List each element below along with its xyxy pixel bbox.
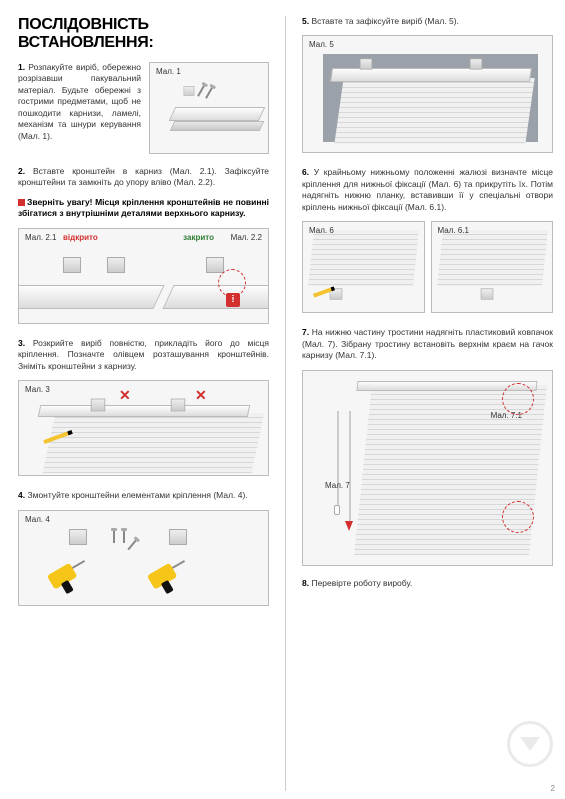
step-3-text: 3. Розкрийте виріб повністю, прикладіть … [18,338,269,372]
figure-7-label: Мал. 7 [325,481,350,490]
figure-5: Мал. 5 [302,35,553,153]
x-mark-icon: ✕ [119,387,131,404]
figure-1-label: Мал. 1 [156,67,181,76]
right-column: 5. Вставте та зафіксуйте виріб (Мал. 5).… [302,16,553,791]
step-1-text: 1. Розпакуйте виріб, обережно розрізавши… [18,62,141,154]
step-6-text: 6. У крайньому нижньому положенні жалюзі… [302,167,553,213]
step-4-text: 4. Змонтуйте кронштейни елементами кріпл… [18,490,269,501]
drill-icon [47,557,91,598]
cord-tassel-icon [345,521,353,531]
figure-6: Мал. 6 [302,221,425,313]
step-5-text: 5. Вставте та зафіксуйте виріб (Мал. 5). [302,16,553,27]
figure-6-1: Мал. 6.1 [431,221,554,313]
step-8-text: 8. Перевірте роботу виробу. [302,578,553,589]
figure-71-label: Мал. 7.1 [491,411,522,420]
left-column: ПОСЛІДОВНІСТЬ ВСТАНОВЛЕННЯ: 1. Розпакуйт… [18,16,269,791]
instruction-page: ПОСЛІДОВНІСТЬ ВСТАНОВЛЕННЯ: 1. Розпакуйт… [0,0,565,799]
figure-1: Мал. 1 [149,62,269,154]
step-2-text: 2. Вставте кронштейн в карниз (Мал. 2.1)… [18,166,269,189]
figure-6-row: Мал. 6 Мал. 6.1 [302,221,553,313]
figure-61-label: Мал. 6.1 [438,226,469,235]
closed-label: закрито [183,233,214,242]
figure-6-label: Мал. 6 [309,226,334,235]
x-mark-icon: ✕ [195,387,207,404]
figure-21-label: Мал. 2.1 [25,233,56,242]
figure-3: Мал. 3 ✕ ✕ [18,380,269,476]
figure-2: Мал. 2.1 відкрито закрито Мал. 2.2 ! [18,228,269,324]
page-title: ПОСЛІДОВНІСТЬ ВСТАНОВЛЕННЯ: [18,16,269,52]
watermark-icon [507,721,553,767]
figure-3-label: Мал. 3 [25,385,50,394]
figure-7: Мал. 7 Мал. 7.1 [302,370,553,566]
figure-4: Мал. 4 [18,510,269,606]
figure-22-label: Мал. 2.2 [231,233,262,242]
figure-5-label: Мал. 5 [309,40,334,49]
page-number: 2 [551,784,555,793]
wand-cap-icon [334,505,340,515]
step-1-row: 1. Розпакуйте виріб, обережно розрізавши… [18,62,269,154]
open-label: відкрито [63,233,98,242]
step-2-warning: Зверніть увагу! Місця кріплення кронштей… [18,197,269,220]
drill-icon [147,557,191,598]
column-divider [285,16,286,791]
step-7-text: 7. На нижню частину тростини надягніть п… [302,327,553,361]
warning-icon [18,199,25,206]
figure-4-label: Мал. 4 [25,515,50,524]
